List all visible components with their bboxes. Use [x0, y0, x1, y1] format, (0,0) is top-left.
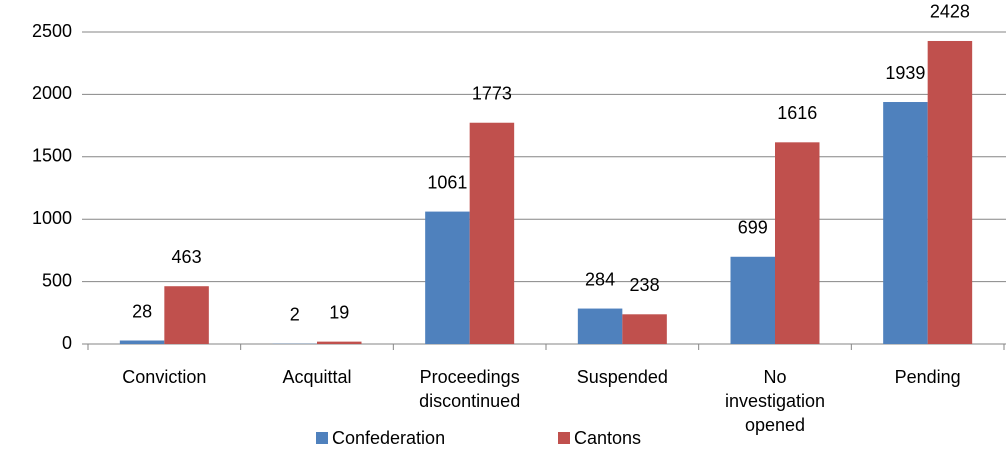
y-tick-label: 0 [62, 333, 72, 353]
x-tick-label: Acquittal [282, 367, 351, 387]
value-label: 19 [329, 302, 349, 322]
bar [425, 211, 470, 344]
value-label: 1616 [777, 103, 817, 123]
legend-label: Cantons [574, 428, 641, 448]
bar [317, 341, 362, 344]
legend-label: Confederation [332, 428, 445, 448]
value-label: 1061 [427, 172, 467, 192]
x-tick-label: Conviction [122, 367, 206, 387]
bar [883, 102, 928, 344]
value-label: 463 [172, 247, 202, 267]
value-label: 238 [630, 275, 660, 295]
bar [469, 122, 515, 344]
bar [927, 40, 973, 345]
x-tick-label: No investigation opened [725, 367, 825, 435]
y-tick-label: 2500 [32, 21, 72, 41]
bar [622, 314, 667, 344]
bar [164, 286, 209, 344]
x-tick-label: Pending [895, 367, 961, 387]
x-tick-label: Proceedings discontinued [419, 367, 520, 411]
x-tick-label: Suspended [577, 367, 668, 387]
value-label: 2428 [930, 2, 970, 22]
bar [775, 142, 820, 344]
value-label: 2 [290, 305, 300, 325]
y-tick-label: 500 [42, 270, 72, 290]
y-tick-label: 2000 [32, 83, 72, 103]
bar [730, 256, 775, 344]
bar [577, 308, 623, 344]
value-label: 699 [738, 218, 768, 238]
value-label: 1773 [472, 83, 512, 103]
value-label: 1939 [885, 63, 925, 83]
legend-swatch [558, 432, 570, 444]
value-label: 284 [585, 269, 615, 289]
legend-swatch [316, 432, 328, 444]
value-label: 28 [132, 301, 152, 321]
y-tick-label: 1000 [32, 208, 72, 228]
y-tick-label: 1500 [32, 146, 72, 166]
bar [119, 340, 165, 344]
